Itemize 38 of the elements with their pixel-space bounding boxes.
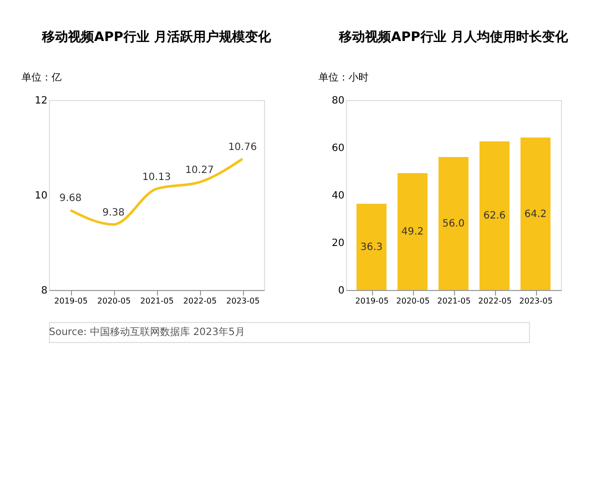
y-axis-title: 单位：小时	[318, 72, 368, 84]
y-tick-label: 10	[34, 190, 48, 202]
text: 9.68	[59, 193, 82, 204]
text: 36.3	[360, 242, 383, 253]
y-tick-label: 20	[332, 238, 344, 249]
x-tick-label: 2019-05	[355, 296, 389, 306]
text: 10.76	[228, 142, 257, 153]
bar	[438, 157, 468, 290]
text: 56.0	[442, 218, 465, 230]
bar	[480, 141, 510, 290]
bar	[356, 204, 386, 290]
x-tick-label: 2021-05	[437, 296, 471, 306]
chart-title: 移动视频APP行业 月人均使用时长变化	[338, 29, 569, 45]
bar	[520, 138, 550, 290]
x-tick-label: 2022-05	[183, 296, 217, 306]
x-tick-label: 2019-05	[54, 296, 88, 306]
x-tick-label: 2023-05	[519, 296, 553, 306]
x-tick-label: 2022-05	[478, 296, 512, 306]
y-axis-title: 单位：亿	[22, 72, 62, 84]
source-note: Source: 中国移动互联网数据库 2023年5月	[49, 326, 245, 338]
x-tick-label: 2023-05	[226, 296, 260, 306]
text: 10.13	[142, 172, 171, 183]
text: 64.2	[524, 208, 547, 220]
x-tick-label: 2020-05	[97, 296, 131, 306]
text: 9.38	[102, 207, 125, 218]
text: 10.27	[185, 165, 214, 176]
y-tick-label: 60	[332, 143, 344, 154]
y-tick-label: 12	[34, 96, 48, 106]
chart-title: 移动视频APP行业 月活跃用户规模变化	[41, 29, 272, 45]
y-tick-label: 40	[332, 190, 344, 202]
y-tick-label: 0	[338, 286, 344, 296]
x-tick-label: 2021-05	[140, 296, 174, 306]
x-tick-label: 2020-05	[396, 296, 430, 306]
y-tick-label: 8	[41, 286, 48, 296]
text: 62.6	[483, 210, 506, 222]
y-tick-label: 80	[332, 96, 344, 106]
bar	[398, 173, 428, 290]
text: 49.2	[401, 226, 424, 238]
